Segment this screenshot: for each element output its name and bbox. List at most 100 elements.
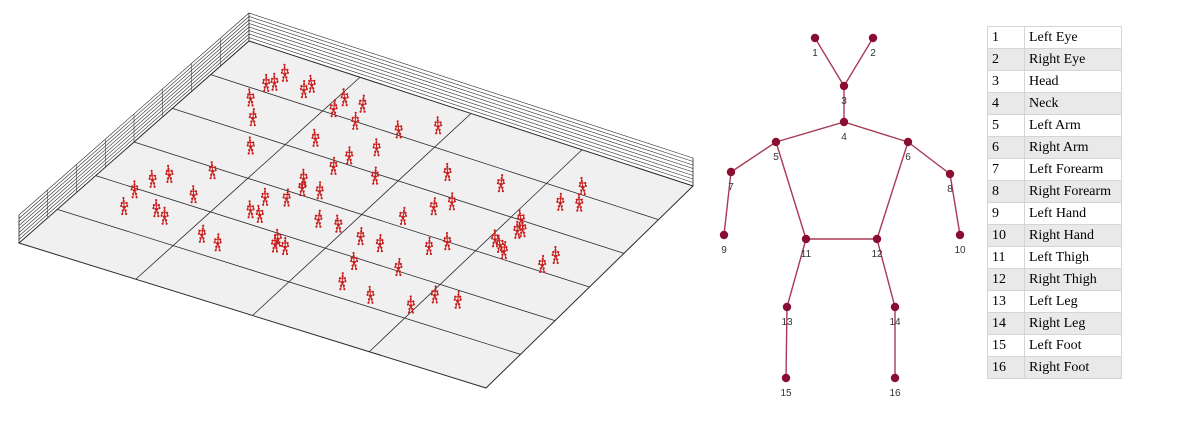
joint-name: Left Thigh xyxy=(1024,246,1122,269)
floor-grid-line xyxy=(95,175,556,322)
bone-line xyxy=(723,171,732,236)
crowd-person xyxy=(578,176,587,196)
joint-row: 12 Right Thigh xyxy=(987,268,1122,291)
joint-number: 16 xyxy=(987,356,1025,379)
joint-number: 14 xyxy=(987,312,1025,335)
joint-node-label: 12 xyxy=(871,249,883,260)
crowd-person xyxy=(394,120,403,139)
crowd-person xyxy=(314,209,323,228)
crowd-person xyxy=(495,234,505,253)
joint-row: 1 Left Eye xyxy=(987,26,1122,49)
joint-number: 2 xyxy=(987,48,1025,71)
joint-node-label: 9 xyxy=(721,245,727,256)
crowd-person xyxy=(406,295,415,314)
joint-node xyxy=(839,117,849,127)
crowd-person xyxy=(329,156,338,175)
joint-node xyxy=(890,302,900,312)
joint-node xyxy=(868,33,878,43)
joint-row: 3 Head xyxy=(987,70,1122,93)
crowd-person xyxy=(311,128,320,147)
crowd-person xyxy=(371,166,380,185)
joint-number: 11 xyxy=(987,246,1025,269)
crowd-person xyxy=(575,193,584,212)
crowd-person xyxy=(538,254,547,274)
joint-node-label: 6 xyxy=(905,152,911,163)
crowd-person xyxy=(281,236,290,256)
joint-number: 13 xyxy=(987,290,1025,313)
joint-node-label: 14 xyxy=(889,317,901,328)
joint-node-label: 1 xyxy=(812,48,818,59)
joint-node xyxy=(839,81,849,91)
joint-node xyxy=(903,137,913,147)
bone-line xyxy=(730,141,777,173)
joint-number: 12 xyxy=(987,268,1025,291)
joint-node-label: 16 xyxy=(889,388,901,399)
floor-grid-line xyxy=(210,74,659,221)
joint-node xyxy=(955,230,965,240)
joint-row: 7 Left Forearm xyxy=(987,158,1122,181)
joint-name: Left Foot xyxy=(1024,334,1122,357)
bone-line xyxy=(775,141,807,240)
joint-name: Right Foot xyxy=(1024,356,1122,379)
crowd-person xyxy=(429,197,438,216)
crowd-person xyxy=(372,138,381,157)
joint-node xyxy=(945,169,955,179)
joint-name: Left Forearm xyxy=(1024,158,1122,181)
crowd-person xyxy=(424,236,434,256)
crowd-person xyxy=(516,209,526,228)
crowd-person xyxy=(189,185,198,204)
crowd-person xyxy=(334,214,343,233)
joint-node xyxy=(781,373,791,383)
joint-row: 2 Right Eye xyxy=(987,48,1122,71)
joint-name: Left Arm xyxy=(1024,114,1122,137)
joint-row: 4 Neck xyxy=(987,92,1122,115)
joint-node-label: 10 xyxy=(954,245,966,256)
crowd-person xyxy=(208,161,217,180)
crowd-person xyxy=(443,232,452,251)
crowd-person xyxy=(329,99,338,118)
joint-row: 15 Left Foot xyxy=(987,334,1122,357)
crowd-person xyxy=(434,116,443,135)
bone-line xyxy=(843,37,874,87)
crowd-person xyxy=(152,199,161,218)
crowd-person xyxy=(496,174,505,193)
crowd-person xyxy=(255,204,264,223)
joint-node-label: 3 xyxy=(841,96,847,107)
crowd-person xyxy=(453,290,462,309)
joint-number: 1 xyxy=(987,26,1025,49)
crowd-person xyxy=(246,136,255,155)
joint-row: 10 Right Hand xyxy=(987,224,1122,247)
crowd-person xyxy=(298,177,307,197)
bone-line xyxy=(949,173,961,236)
joint-node-label: 2 xyxy=(870,48,876,59)
crowd-person xyxy=(315,181,324,200)
crowd-person xyxy=(430,285,439,304)
joint-row: 6 Right Arm xyxy=(987,136,1122,159)
joint-row: 8 Right Forearm xyxy=(987,180,1122,203)
crowd-person xyxy=(358,94,367,113)
bone-line xyxy=(843,121,909,143)
crowd-person xyxy=(261,187,270,206)
crowd-person xyxy=(307,74,316,93)
scene-floor xyxy=(17,12,694,389)
crowd-person xyxy=(350,251,359,271)
crowd-person xyxy=(299,80,308,99)
crowd-person xyxy=(160,206,169,225)
crowd-person xyxy=(366,285,375,304)
crowd-person xyxy=(443,162,452,182)
joint-row: 13 Left Leg xyxy=(987,290,1122,313)
joint-node-label: 8 xyxy=(947,184,953,195)
crowd-person xyxy=(398,206,408,225)
bone-line xyxy=(876,141,909,240)
crowd-person xyxy=(375,234,384,253)
joint-number: 5 xyxy=(987,114,1025,137)
joint-name: Right Forearm xyxy=(1024,180,1122,203)
joint-row: 16 Right Foot xyxy=(987,356,1122,379)
joint-node xyxy=(872,234,882,244)
joint-name: Neck xyxy=(1024,92,1122,115)
crowd-scene xyxy=(17,12,694,389)
bone-line xyxy=(786,238,807,308)
joint-number: 3 xyxy=(987,70,1025,93)
crowd-person xyxy=(165,164,174,183)
